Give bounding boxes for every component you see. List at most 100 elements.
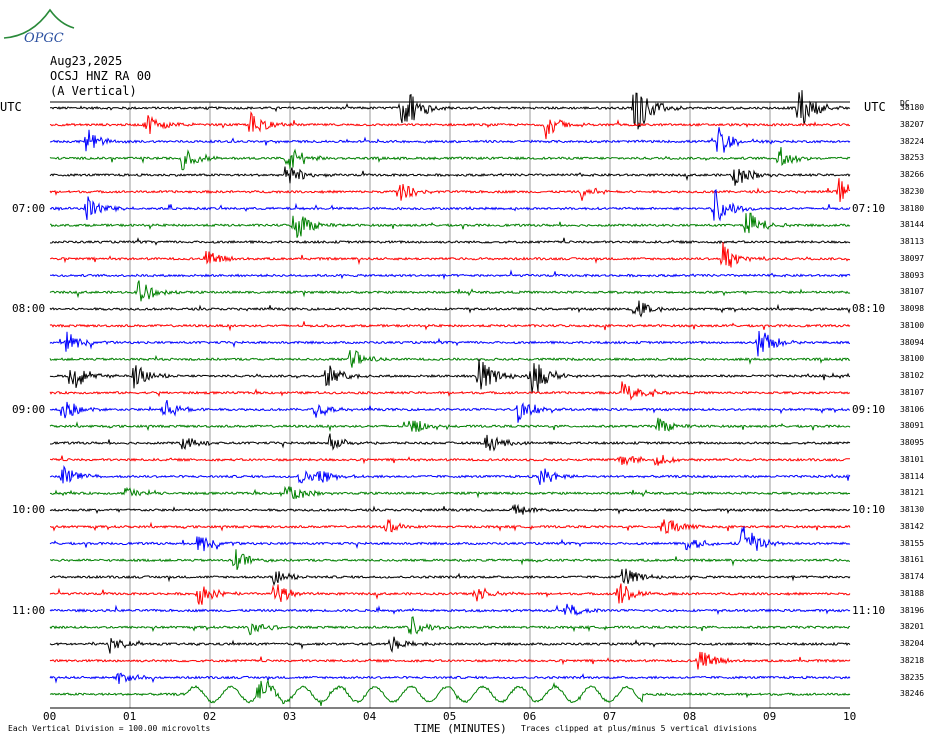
trace-row-20 [50,433,851,452]
right-hour-label: 11:10 [852,603,886,617]
trace-row-8 [49,237,851,246]
right-hour-label: 09:10 [852,402,886,416]
trace-group [49,90,851,706]
trace-row-19 [49,417,851,432]
date-label: Aug23,2025 [50,54,123,68]
trace-row-26 [49,526,851,552]
dc-offset-label: 38101 [900,454,925,464]
dc-offset-label: 38204 [900,639,925,648]
logo-text: OPGC [24,31,64,46]
dc-offset-label: 38235 [900,672,925,682]
scale-note: Each Vertical Division = 100.00 microvol… [8,724,211,733]
dc-offset-label: 38100 [900,354,925,364]
dc-offset-label: 38174 [900,572,925,581]
trace-row-31 [49,616,851,636]
dc-offset-label: 38155 [900,538,925,548]
left-timezone-label: UTC [0,100,22,114]
dc-offset-label: 38180 [900,103,925,112]
left-hour-label: 09:00 [12,402,46,416]
trace-row-23 [49,485,851,500]
trace-row-35 [49,678,851,706]
trace-row-27 [50,549,850,570]
dc-offset-label: 38230 [900,186,925,196]
trace-row-13 [49,321,851,332]
x-tick-label: 08 [683,710,697,723]
trace-row-33 [49,651,851,670]
grid-lines [129,102,771,708]
dc-offset-label: 38266 [900,170,925,179]
right-hour-label: 07:10 [852,201,886,215]
dc-offset-label: 38121 [900,488,925,498]
trace-row-7 [50,212,851,238]
dc-offset-label: 38106 [900,404,925,414]
trace-row-24 [49,503,851,515]
dc-offset-label: 38094 [900,337,925,347]
dc-offset-label: 38196 [900,605,925,615]
trace-row-32 [49,636,851,654]
dc-offset-label: 38130 [900,505,925,514]
x-tick-label: 09 [763,710,777,723]
station-label: OCSJ HNZ RA 00 [50,69,152,83]
dc-offset-label: 38224 [900,136,925,146]
x-tick-label: 01 [123,710,137,723]
trace-row-11 [49,280,851,302]
right-hour-label: 10:10 [852,503,886,516]
dc-offset-label: 38107 [900,287,925,297]
dc-offset-label: 38098 [900,304,925,313]
dc-offset-label: 38091 [900,421,925,431]
trace-row-6 [49,189,851,222]
dc-offset-label: 38095 [900,438,925,447]
trace-row-15 [49,350,851,368]
dc-header: DC [900,99,910,108]
dc-offset-label: 38144 [900,220,925,230]
right-hour-label: 08:10 [852,302,886,315]
dc-offset-label: 38097 [900,253,925,263]
trace-row-14 [49,330,850,357]
right-timezone-label: UTC [864,100,886,114]
dc-offset-label: 38102 [900,371,925,380]
x-tick-label: 07 [603,710,617,723]
trace-row-2 [49,127,851,153]
dc-offset-label: 38188 [900,588,925,598]
left-hour-label: 11:00 [12,603,46,617]
dc-offset-label: 38246 [900,689,925,699]
trace-row-12 [49,300,851,318]
trace-row-9 [49,242,851,268]
trace-row-29 [49,583,851,605]
x-tick-label: 05 [443,710,457,723]
dc-offset-label: 38107 [900,387,925,397]
dc-offset-label: 38218 [900,655,925,665]
trace-row-3 [49,147,851,171]
x-tick-label: 10 [843,710,857,723]
x-tick-label: 02 [203,710,217,723]
trace-row-1 [49,110,851,140]
trace-row-25 [49,518,851,535]
trace-row-17 [49,381,851,401]
dc-offset-label: 38253 [900,153,925,163]
dc-offset-label: 38161 [900,555,925,565]
x-tick-label: 00 [43,710,57,723]
trace-row-22 [49,464,851,486]
dc-offset-label: 38100 [900,320,925,330]
left-hour-label: 08:00 [12,302,46,315]
trace-row-18 [49,399,851,423]
dc-offset-label: 38142 [900,521,925,531]
x-axis-label: TIME (MINUTES) [414,722,507,735]
trace-row-34 [49,672,851,685]
x-tick-label: 03 [283,710,297,723]
dc-offset-label: 38207 [900,119,925,129]
trace-row-16 [49,358,851,394]
trace-row-10 [50,269,851,280]
x-tick-label: 06 [523,710,537,723]
trace-row-28 [50,568,851,587]
clip-note: Traces clipped at plus/minus 5 vertical … [521,724,758,733]
trace-row-4 [49,166,851,186]
dc-offset-label: 38093 [900,270,925,280]
x-tick-label: 04 [363,710,377,723]
component-label: (A Vertical) [50,84,137,98]
dc-offset-label: 38113 [900,237,925,246]
opgc-logo: OPGC [3,8,75,46]
dc-offset-label: 38180 [900,203,925,213]
trace-row-21 [50,454,851,466]
